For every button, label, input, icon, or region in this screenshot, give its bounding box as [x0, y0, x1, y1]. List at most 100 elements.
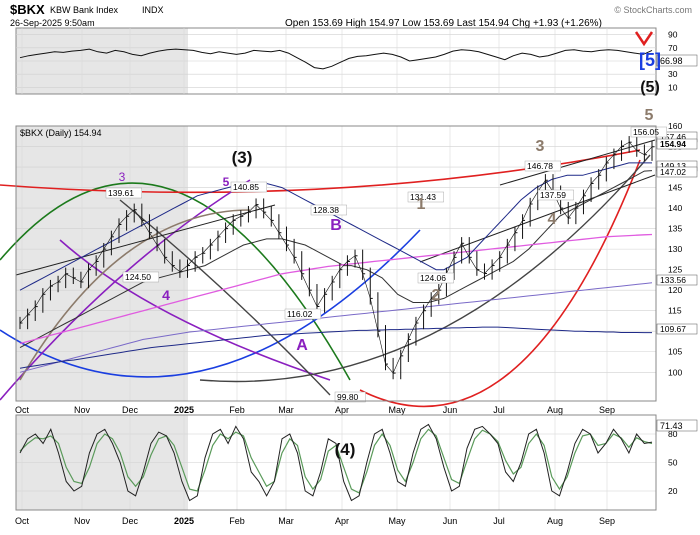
x-axis-label: Sep: [599, 516, 615, 526]
upper-indicator-tick-label: 90: [668, 30, 678, 40]
red-v-mark: [634, 31, 654, 47]
price-tick-label: 100: [668, 367, 682, 377]
upper-indicator-last-label: 66.98: [660, 56, 683, 66]
chart-ohlc: Open 153.69 High 154.97 Low 153.69 Last …: [285, 18, 602, 29]
price-right-label: 149.13: [660, 161, 686, 171]
upper-indicator-tick-label: 30: [668, 69, 678, 79]
chart-datetime: 26-Sep-2025 9:50am: [10, 18, 95, 28]
wave-label: 4: [548, 211, 557, 228]
upper-indicator-panel: 9070503010 66.98: [15, 27, 698, 95]
price-panel-title: $BKX (Daily) 154.94: [20, 128, 102, 138]
wave-label: 5: [645, 107, 654, 124]
wave-label: 5: [223, 175, 230, 189]
wave-mark-blue: [5]: [639, 50, 661, 70]
brown-arc: [19, 209, 251, 381]
price-right-label: 154.94: [660, 139, 686, 149]
x-axis-label: 2025: [174, 516, 194, 526]
price-data-label: 128.38: [313, 205, 339, 215]
series-price: [19, 141, 653, 374]
wave-label: (3): [232, 148, 253, 167]
x-axis-label: Mar: [278, 516, 294, 526]
price-right-label: 133.56: [660, 275, 686, 285]
x-axis-label: Apr: [335, 405, 349, 415]
price-tick-label: 115: [668, 306, 682, 316]
price-data-label: 124.50: [125, 272, 151, 282]
wave-mark-black: (5): [640, 79, 660, 96]
price-tick-label: 130: [668, 244, 682, 254]
x-axis-label: Feb: [229, 405, 245, 415]
chart-copyright: © StockCharts.com: [614, 5, 692, 15]
blue-arc: [0, 229, 421, 378]
lower-indicator-wave-label: (4): [335, 440, 356, 459]
price-right-label: 109.67: [660, 324, 686, 334]
x-axis-label: Mar: [278, 405, 294, 415]
price-tick-label: 145: [668, 183, 682, 193]
x-axis-label: Jun: [443, 516, 458, 526]
x-axis-label: Jun: [443, 405, 458, 415]
chart-symbol: $BKX: [10, 2, 45, 17]
x-axis-label: Aug: [547, 516, 563, 526]
upper-indicator-line: [19, 48, 653, 70]
price-tick-label: 120: [668, 285, 682, 295]
x-axis-label: Jul: [493, 405, 505, 415]
wave-label: 3: [536, 138, 545, 155]
wave-label: A: [296, 337, 308, 354]
black-arc: [199, 154, 651, 383]
price-data-label: 116.02: [287, 309, 313, 319]
series-long-ma: [19, 326, 652, 369]
trendline-left: [15, 204, 276, 276]
x-axis-label: Nov: [74, 405, 91, 415]
price-data-label: 99.80: [337, 392, 359, 402]
x-axis-label: Oct: [15, 405, 30, 415]
lower-indicator-tick-label: 80: [668, 429, 678, 439]
series-ma-200: [19, 233, 653, 345]
wave-label: 4: [162, 287, 170, 303]
lower-indicator-last-label: 71.43: [660, 421, 683, 431]
price-tick-label: 105: [668, 347, 682, 357]
x-axis-label: Feb: [229, 516, 245, 526]
x-axis-label: May: [388, 516, 406, 526]
price-right-label: 147.02: [660, 167, 686, 177]
x-axis-label: May: [388, 405, 406, 415]
price-data-label: 146.78: [527, 161, 553, 171]
lower-indicator-panel: 80 50 20 71.43 (4): [15, 414, 698, 511]
purple-arc-left: [59, 239, 331, 381]
upper-indicator-tick-label: 70: [668, 43, 678, 53]
x-axis-label: Apr: [335, 516, 349, 526]
price-data-label: 156.05: [633, 127, 659, 137]
price-data-label: 124.06: [420, 273, 446, 283]
price-panel: 160155150145140135130125120115110105100 …: [0, 107, 698, 430]
lower-indicator-tick-label: 20: [668, 486, 678, 496]
x-axis-label: 2025: [174, 405, 194, 415]
price-tick-label: 135: [668, 224, 682, 234]
price-tick-label: 140: [668, 203, 682, 213]
upper-indicator-tick-label: 10: [668, 82, 678, 92]
x-axis-label: Dec: [122, 405, 139, 415]
price-data-label: 140.85: [233, 182, 259, 192]
lower-indicator-line: [19, 423, 653, 502]
wave-label: 1: [417, 196, 426, 213]
x-axis-label: Oct: [15, 516, 30, 526]
purple-arc-rise: [0, 179, 251, 401]
series-bb-lower: [19, 282, 653, 373]
price-tick-label: 125: [668, 265, 682, 275]
x-axis-label: Nov: [74, 516, 91, 526]
x-axis-label: Aug: [547, 405, 563, 415]
chart-exchange: INDX: [142, 5, 164, 15]
x-axis-label: Dec: [122, 516, 139, 526]
price-right-label: 157.46: [660, 132, 686, 142]
price-data-label: 139.61: [108, 188, 134, 198]
price-tick-label: 160: [668, 121, 682, 131]
x-axis-label: Sep: [599, 405, 615, 415]
green-arc: [0, 182, 351, 381]
black-arc-left: [119, 199, 331, 396]
lower-indicator-tick-label: 50: [668, 458, 678, 468]
series-ma-50: [19, 170, 653, 349]
price-data-label: 131.43: [410, 192, 436, 202]
x-axis-label: Jul: [493, 516, 505, 526]
wave-label: B: [330, 217, 342, 234]
price-data-label: 137.59: [540, 190, 566, 200]
wave-label: 3: [119, 170, 126, 184]
